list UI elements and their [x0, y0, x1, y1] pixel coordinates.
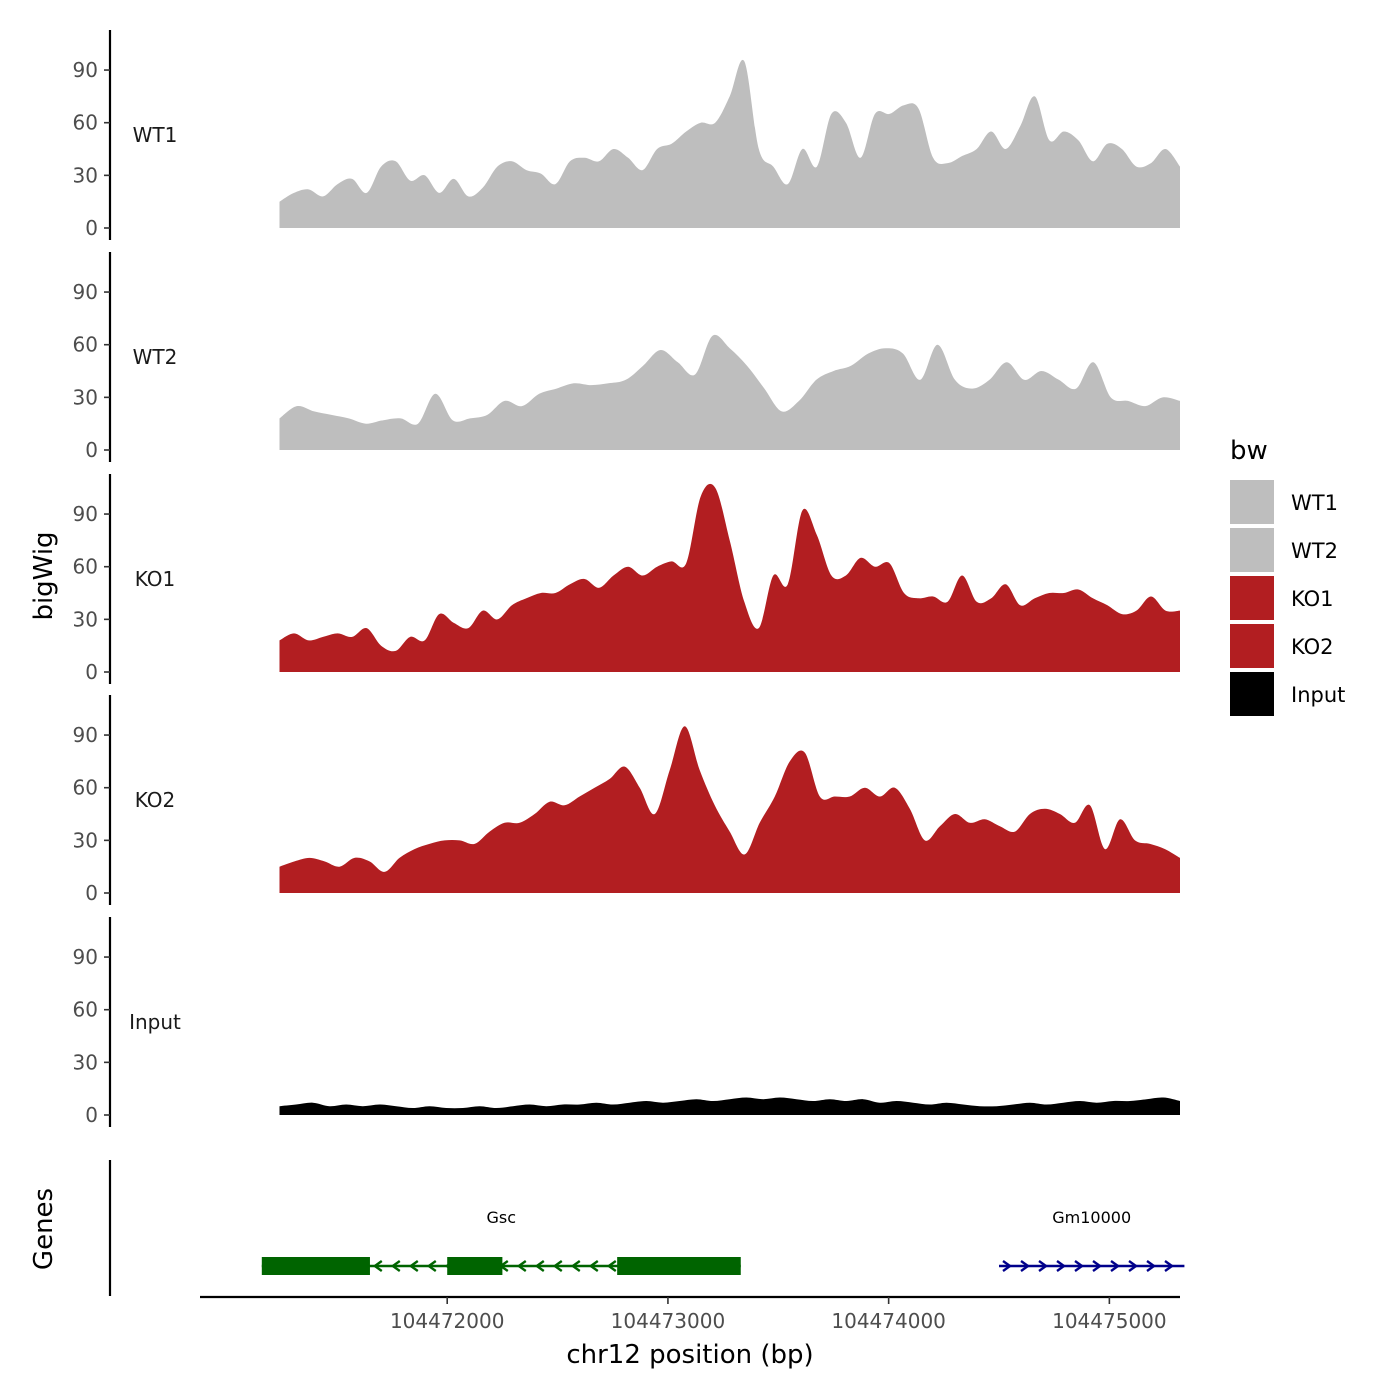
y-tick-label: 0	[85, 660, 98, 684]
strand-arrow	[534, 1260, 545, 1272]
strand-arrow	[1128, 1260, 1139, 1272]
legend-label-ko2: KO2	[1291, 635, 1334, 659]
x-axis-title: chr12 position (bp)	[566, 1340, 813, 1370]
y-tick-label: 0	[85, 881, 98, 905]
strand-arrow	[1056, 1260, 1067, 1272]
x-tick-label: 104474000	[831, 1309, 946, 1333]
legend: bw WT1 WT2 KO1 KO2 Input	[1230, 436, 1345, 716]
legend-key-ko2	[1230, 624, 1274, 668]
strand-arrow	[1074, 1260, 1085, 1272]
coverage-area-ko2	[279, 726, 1180, 893]
track-input: 0 30 60 90 Input	[73, 917, 1180, 1127]
track-wt2: 0 30 60 90 WT2	[73, 252, 1180, 462]
y-tick-label: 0	[85, 438, 98, 462]
y-tick-label: 60	[73, 998, 98, 1022]
strand-arrow	[1164, 1260, 1175, 1272]
strand-arrow	[390, 1260, 401, 1272]
strand-arrow	[426, 1260, 437, 1272]
strand-arrow	[552, 1260, 563, 1272]
legend-title: bw	[1230, 436, 1268, 466]
gene-label: Gm10000	[1052, 1208, 1131, 1227]
y-tick-label: 30	[73, 607, 98, 631]
gene-gm10000: Gm10000	[999, 1208, 1185, 1272]
strand-arrow	[606, 1260, 617, 1272]
legend-key-wt1	[1230, 480, 1274, 524]
legend-key-ko1	[1230, 576, 1274, 620]
y-tick-label: 30	[73, 163, 98, 187]
strand-arrow	[1020, 1260, 1031, 1272]
track-label-wt2: WT2	[133, 345, 178, 369]
strand-arrow	[570, 1260, 581, 1272]
coverage-area-input	[279, 1097, 1180, 1115]
coverage-area-wt1	[279, 59, 1180, 228]
y-tick-label: 90	[73, 723, 98, 747]
strand-arrow	[516, 1260, 527, 1272]
x-tick-label: 104472000	[390, 1309, 505, 1333]
y-tick-label: 0	[85, 216, 98, 240]
y-tick-label: 60	[73, 333, 98, 357]
y-tick-label: 60	[73, 555, 98, 579]
y-tick-label: 60	[73, 111, 98, 135]
legend-key-wt2	[1230, 528, 1274, 572]
track-ko2: 0 30 60 90 KO2	[73, 695, 1180, 905]
y-tick-label: 30	[73, 828, 98, 852]
legend-key-input	[1230, 672, 1274, 716]
legend-label-input: Input	[1291, 683, 1345, 707]
gene-exon	[617, 1257, 741, 1275]
genes-axis-title: Genes	[29, 1188, 59, 1270]
legend-label-wt1: WT1	[1291, 491, 1338, 515]
y-tick-label: 0	[85, 1103, 98, 1127]
gene-exon	[261, 1257, 370, 1275]
gene-gsc: Gsc	[261, 1208, 741, 1275]
strand-arrow	[1002, 1260, 1013, 1272]
y-tick-label: 90	[73, 502, 98, 526]
x-axis: 104472000 104473000 104474000 104475000	[200, 1295, 1180, 1333]
strand-arrow	[408, 1260, 419, 1272]
y-tick-label: 60	[73, 776, 98, 800]
track-label-ko1: KO1	[135, 567, 176, 591]
x-tick-label: 104473000	[611, 1309, 726, 1333]
strand-arrow	[372, 1260, 383, 1272]
x-tick-label: 104475000	[1052, 1309, 1167, 1333]
track-label-ko2: KO2	[135, 788, 176, 812]
strand-arrow	[1110, 1260, 1121, 1272]
legend-label-ko1: KO1	[1291, 587, 1334, 611]
y-tick-label: 90	[73, 945, 98, 969]
track-label-wt1: WT1	[133, 123, 178, 147]
gene-exon	[447, 1257, 503, 1275]
strand-arrow	[1092, 1260, 1103, 1272]
y-tick-label: 30	[73, 385, 98, 409]
strand-arrow	[1038, 1260, 1049, 1272]
coverage-tracks: 0 30 60 90 WT1 0 30 60 90 WT2 0 30 60 90 KO1 0 30 60 90 KO2…	[73, 30, 1180, 1127]
track-label-input: Input	[129, 1010, 181, 1034]
genes-panel: Gsc Gm10000	[108, 1160, 1185, 1296]
coverage-area-ko1	[279, 483, 1180, 672]
y-tick-label: 90	[73, 280, 98, 304]
gene-label: Gsc	[487, 1208, 517, 1227]
coverage-area-wt2	[279, 334, 1180, 450]
strand-arrow	[1146, 1260, 1157, 1272]
track-ko1: 0 30 60 90 KO1	[73, 474, 1180, 684]
track-wt1: 0 30 60 90 WT1	[73, 30, 1180, 240]
y-tick-label: 90	[73, 58, 98, 82]
legend-label-wt2: WT2	[1291, 539, 1338, 563]
strand-arrow	[588, 1260, 599, 1272]
y-tick-label: 30	[73, 1050, 98, 1074]
y-axis-title: bigWig	[29, 531, 59, 620]
